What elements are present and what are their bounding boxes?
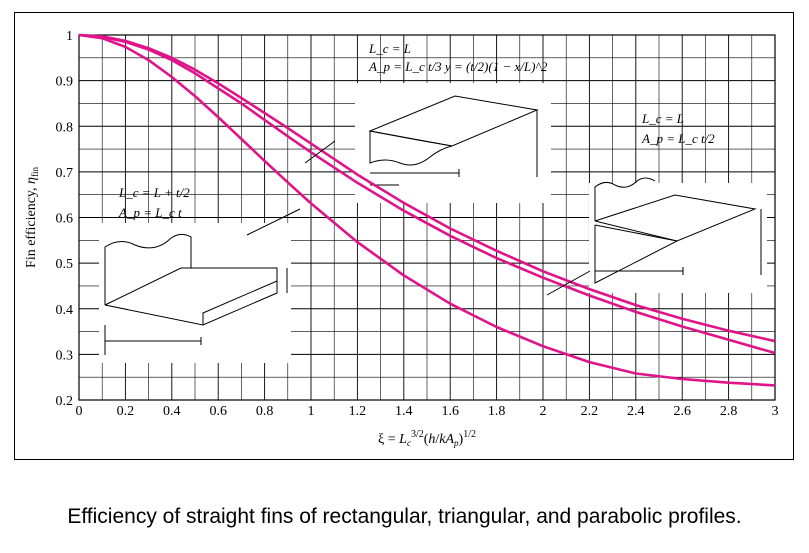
annotation-leader-lines <box>246 140 591 296</box>
x-tick-label: 2.4 <box>627 404 645 419</box>
x-tick-label: 1.8 <box>488 404 506 419</box>
annotation-rectangular-lc: L_c = L + t/2 <box>118 185 190 200</box>
x-tick-label: 2.2 <box>581 404 599 419</box>
rectangular-fin-wall <box>104 233 192 305</box>
triangular-fin-wall <box>594 177 656 221</box>
x-tick-label: 2.6 <box>673 404 691 419</box>
annotation-rectangular-ap: A_p = L_c t <box>118 205 182 220</box>
y-tick-label: 0.9 <box>56 75 74 90</box>
y-tick-label: 0.2 <box>56 394 74 409</box>
inset-backdrop-rectangular <box>99 223 291 363</box>
annotation-triangular-lc: L_c = L <box>641 111 684 126</box>
x-tick-label: 0.4 <box>163 404 181 419</box>
fin-profile-sketches <box>99 83 767 363</box>
annotation-triangular-ap: A_p = L_c t/2 <box>641 131 715 146</box>
y-tick-label: 1 <box>66 29 73 44</box>
x-tick-label: 3 <box>772 404 779 419</box>
x-tick-label: 1.2 <box>349 404 367 419</box>
x-tick-label: 0.8 <box>256 404 274 419</box>
y-tick-label: 0.3 <box>56 348 74 363</box>
rectangular-fin-edge <box>202 280 278 325</box>
y-tick-label: 0.8 <box>56 120 74 135</box>
inset-backdrop-parabolic <box>355 83 551 203</box>
triangular-fin-top <box>594 194 757 242</box>
parabolic-dimension-lines <box>370 110 538 186</box>
rectangular-dimension-lines <box>104 268 288 355</box>
plot-area-frame <box>78 34 776 401</box>
inset-backdrop-triangular <box>589 183 767 293</box>
x-tick-label: 1.4 <box>395 404 413 419</box>
x-tick-label: 2 <box>540 404 547 419</box>
triangular-dimension-lines <box>595 209 762 275</box>
parabolic-fin-profile <box>369 130 453 147</box>
parabolic-fin-base <box>369 131 453 166</box>
x-tick-label: 1 <box>308 404 315 419</box>
y-tick-label: 0.7 <box>56 166 74 181</box>
y-tick-label: 0.6 <box>56 212 74 227</box>
figure-caption: Efficiency of straight fins of rectangul… <box>67 505 742 528</box>
efficiency-curve <box>78 33 776 343</box>
efficiency-curve <box>78 33 776 355</box>
efficiency-curve <box>78 33 776 387</box>
y-tick-label: 0.4 <box>56 303 74 318</box>
x-tick-label: 1.6 <box>441 404 459 419</box>
x-tick-label: 0 <box>76 404 83 419</box>
x-tick-label: 2.8 <box>720 404 738 419</box>
annotation-parabolic-lc: L_c = L <box>368 41 411 56</box>
y-tick-label: 0.5 <box>56 257 74 272</box>
fin-efficiency-chart: 0 0.2 0.4 0.6 0.8 1 1.2 1.4 1.6 1.8 2 2.2 2.4 2.6 2.8 3… <box>24 29 779 448</box>
y-axis-label: Fin efficiency, ηfin <box>24 167 40 268</box>
x-axis-label: ξ = Lc3/2(h/kAp)1/2 <box>378 429 476 448</box>
triangular-fin-profile <box>594 224 679 284</box>
chart-figure: 0 0.2 0.4 0.6 0.8 1 1.2 1.4 1.6 1.8 2 2.2 2.4 2.6 2.8 3… <box>14 12 794 460</box>
x-tick-label: 0.2 <box>117 404 134 419</box>
x-tick-label: 0.6 <box>209 404 227 419</box>
annotation-parabolic-ap: A_p = L_c t/3 y = (t/2)(1 − x/L)^2 <box>368 59 548 74</box>
